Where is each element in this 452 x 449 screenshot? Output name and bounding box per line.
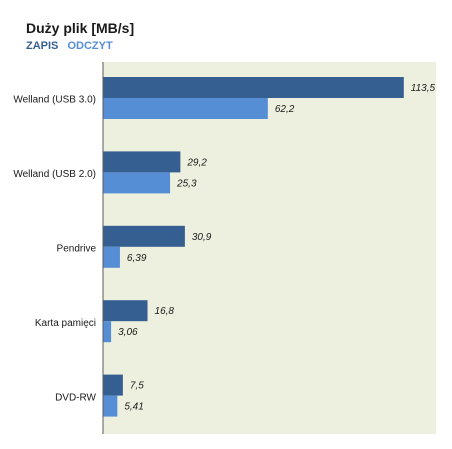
legend: ZAPIS ODCZYT bbox=[26, 40, 119, 52]
category-label: Pendrive bbox=[57, 244, 97, 255]
legend-odczyt: ODCZYT bbox=[67, 40, 113, 52]
data-label: 30,9 bbox=[192, 232, 212, 243]
category-label: DVD-RW bbox=[55, 392, 96, 403]
category-label: Welland (USB 2.0) bbox=[13, 169, 96, 180]
category-label: Karta pamięci bbox=[35, 318, 96, 329]
bar-odczyt bbox=[103, 172, 171, 194]
chart-title: Duży plik [MB/s] bbox=[26, 20, 135, 36]
bar-zapis bbox=[103, 374, 123, 396]
data-label: 113,5 bbox=[411, 83, 436, 94]
bar-odczyt bbox=[103, 246, 120, 268]
data-label: 25,3 bbox=[176, 178, 197, 189]
plot-area bbox=[103, 62, 436, 434]
bar-zapis bbox=[103, 77, 404, 98]
data-label: 62,2 bbox=[275, 104, 295, 115]
bar-odczyt bbox=[103, 98, 268, 119]
bar-zapis bbox=[103, 300, 148, 322]
data-label: 6,39 bbox=[127, 253, 147, 264]
bar-odczyt bbox=[103, 395, 118, 417]
data-label: 16,8 bbox=[155, 306, 175, 317]
category-label: Welland (USB 3.0) bbox=[13, 95, 96, 106]
bar-zapis bbox=[103, 225, 185, 247]
data-label: 3,06 bbox=[118, 327, 138, 338]
legend-zapis: ZAPIS bbox=[26, 40, 59, 52]
data-label: 7,5 bbox=[130, 381, 144, 392]
bar-zapis bbox=[103, 151, 181, 173]
data-label: 5,41 bbox=[124, 402, 143, 413]
data-label: 29,2 bbox=[186, 157, 207, 168]
bar-odczyt bbox=[103, 321, 112, 343]
